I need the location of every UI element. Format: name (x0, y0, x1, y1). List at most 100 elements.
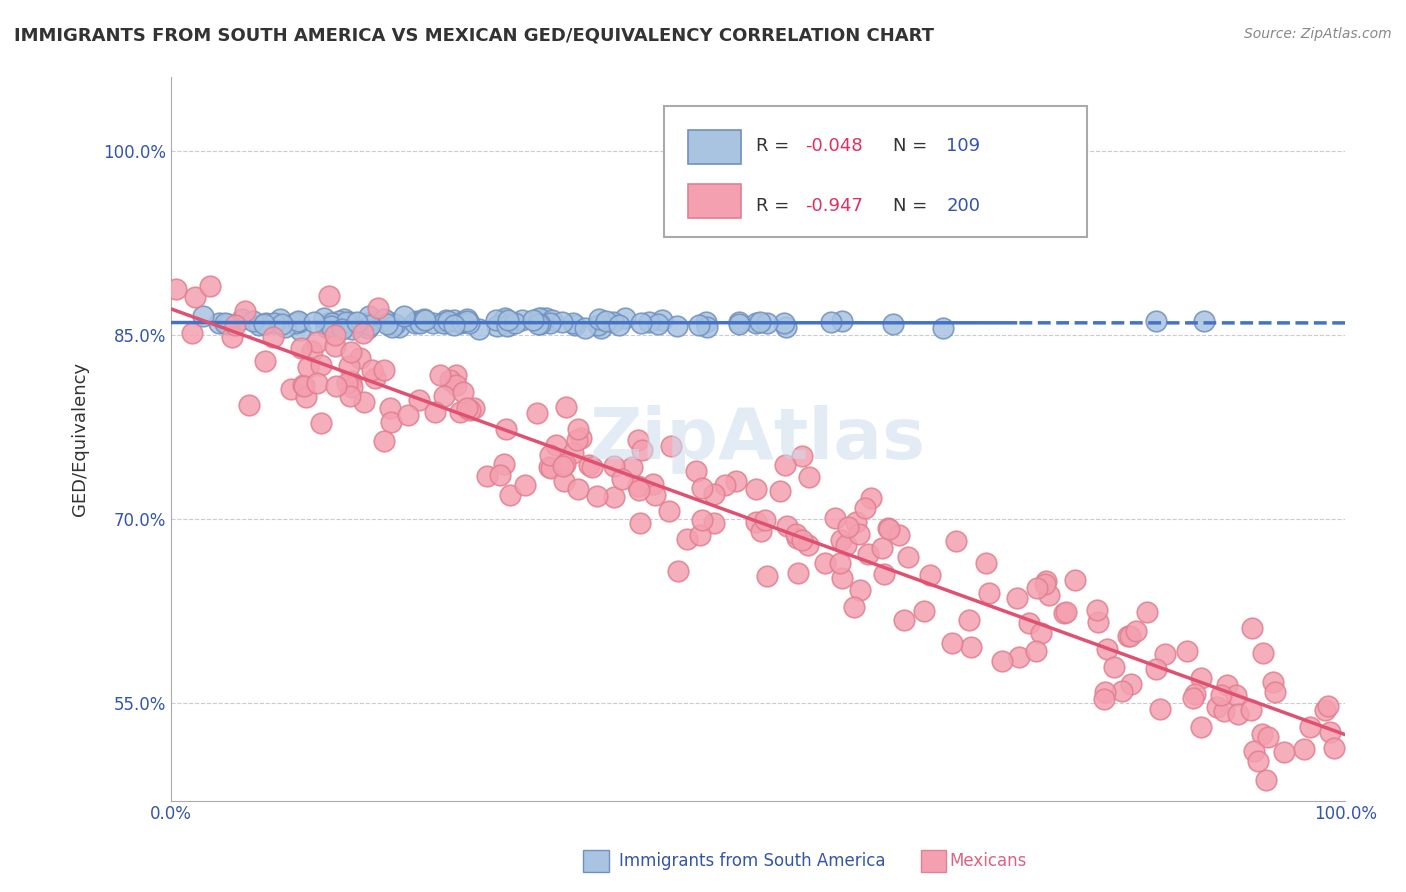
Point (301, 343, 323, 358)
Point (799, 470, 821, 484)
Point (627, 478, 650, 492)
Point (1102, 660, 1125, 674)
Point (1033, 577, 1056, 591)
Point (551, 459, 574, 474)
Point (217, 317, 239, 331)
Point (530, 311, 553, 326)
Point (842, 600, 865, 615)
Point (318, 289, 340, 303)
Point (325, 379, 347, 393)
Point (449, 405, 471, 419)
Point (434, 313, 457, 327)
Point (444, 378, 467, 392)
Point (295, 390, 318, 404)
Point (1205, 700, 1227, 714)
Point (727, 317, 749, 331)
Point (388, 319, 411, 334)
Point (703, 487, 725, 501)
Point (553, 474, 575, 488)
Point (1149, 702, 1171, 716)
Point (574, 320, 596, 334)
Point (339, 389, 361, 403)
Point (467, 322, 489, 336)
Point (434, 317, 457, 331)
Point (221, 329, 243, 343)
Point (1035, 574, 1057, 589)
Point (630, 316, 652, 330)
Point (932, 320, 955, 334)
Point (253, 318, 276, 332)
Point (581, 460, 603, 475)
Point (1116, 629, 1139, 643)
Point (554, 457, 576, 471)
Point (214, 316, 236, 330)
Point (309, 416, 332, 430)
Text: -0.048: -0.048 (806, 137, 863, 155)
Point (165, 282, 187, 296)
Point (569, 431, 592, 445)
Point (323, 339, 346, 353)
Point (392, 309, 415, 323)
Point (373, 363, 395, 377)
Point (659, 439, 682, 453)
Point (510, 313, 533, 327)
Point (745, 483, 768, 497)
Point (288, 323, 311, 337)
Point (824, 511, 846, 525)
Point (1294, 742, 1316, 756)
Point (349, 351, 371, 366)
Point (567, 422, 589, 436)
Point (830, 533, 852, 548)
Point (422, 316, 444, 330)
Point (449, 316, 471, 330)
Point (353, 394, 375, 409)
Point (540, 461, 562, 475)
Point (889, 528, 911, 542)
Point (373, 434, 395, 449)
Point (1319, 725, 1341, 739)
Point (429, 368, 451, 383)
Point (565, 433, 588, 447)
Point (485, 318, 508, 333)
Point (181, 326, 204, 340)
Point (304, 315, 326, 329)
Point (578, 458, 600, 472)
Y-axis label: GED/Equivalency: GED/Equivalency (72, 362, 89, 516)
Point (974, 556, 997, 570)
Point (772, 316, 794, 330)
Point (872, 541, 894, 555)
Point (1254, 773, 1277, 788)
Point (352, 326, 374, 341)
Point (1272, 745, 1295, 759)
Point (1251, 727, 1274, 741)
Point (620, 460, 643, 475)
Point (1243, 744, 1265, 758)
Point (1018, 615, 1040, 630)
Point (450, 315, 472, 329)
Point (567, 482, 589, 496)
Point (1257, 731, 1279, 745)
Point (837, 520, 859, 534)
Point (897, 550, 920, 565)
Point (404, 316, 426, 330)
Point (378, 401, 401, 415)
Point (831, 313, 853, 327)
Point (775, 458, 797, 472)
Point (375, 317, 398, 331)
Point (941, 636, 963, 650)
Point (309, 359, 332, 373)
Point (591, 321, 613, 335)
Point (333, 312, 356, 326)
FancyBboxPatch shape (664, 106, 1087, 236)
Point (745, 515, 768, 529)
Point (290, 341, 312, 355)
Point (564, 318, 586, 332)
Point (373, 312, 395, 326)
Point (477, 469, 499, 483)
Point (627, 483, 650, 498)
Point (877, 522, 900, 536)
Point (1241, 622, 1264, 636)
Point (751, 524, 773, 538)
Point (456, 314, 478, 328)
Point (1119, 676, 1142, 690)
